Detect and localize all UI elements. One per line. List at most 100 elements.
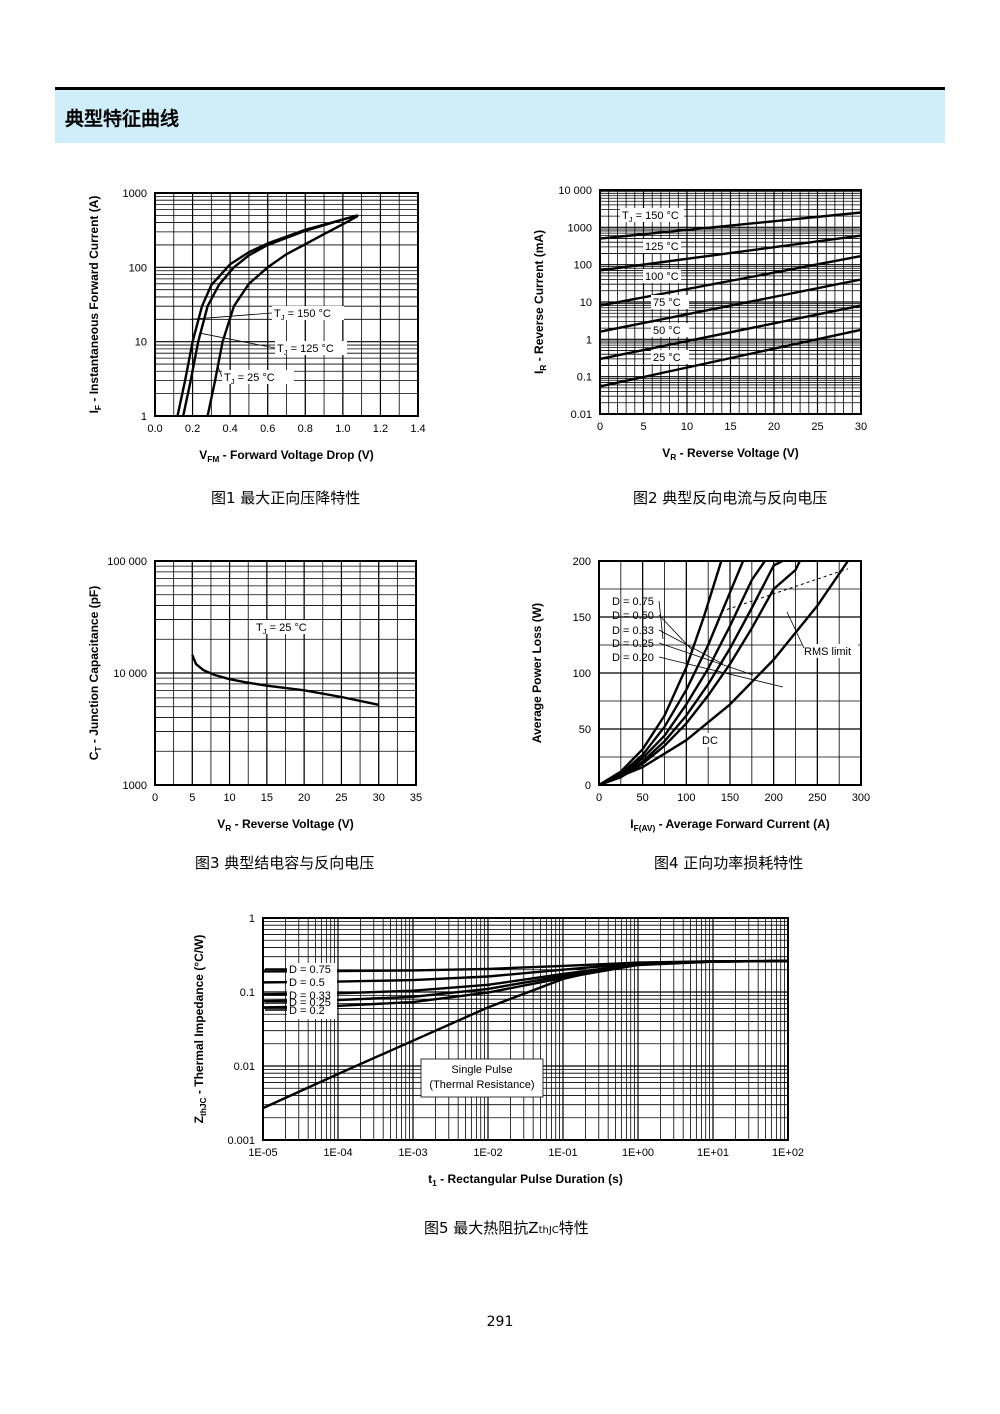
page-number: 291 <box>486 1314 514 1330</box>
series-label: D = 0.2 <box>289 1005 325 1017</box>
x-tick-label: 150 <box>721 792 739 804</box>
x-tick-label: 250 <box>808 792 826 804</box>
x-tick-label: 1E-02 <box>473 1147 502 1159</box>
series-annotation: 100 °C <box>645 271 679 283</box>
plot-frame <box>154 192 419 417</box>
y-tick-label: 1000 <box>123 780 147 792</box>
rms-limit-label: RMS limit <box>804 646 851 658</box>
y-tick-label: 100 <box>574 260 592 272</box>
header-rule <box>55 87 945 90</box>
x-tick-label: 30 <box>373 792 385 804</box>
y-tick-label: 0.1 <box>240 987 255 999</box>
plot-frame <box>262 917 789 1141</box>
y-tick-label: 10 <box>135 337 147 349</box>
series-line-5 <box>598 560 801 787</box>
y-tick-label: 1000 <box>568 222 592 234</box>
series-line-1 <box>598 560 723 787</box>
plot-frame <box>598 560 862 786</box>
annotation-bg <box>643 239 681 253</box>
y-axis-label: IF - Instantaneous Forward Current (A) <box>87 196 103 414</box>
series-label: D = 0.75 <box>289 964 331 976</box>
x-tick-label: 0.8 <box>298 423 313 435</box>
x-tick-label: 1E+02 <box>772 1147 804 1159</box>
x-tick-label: 1E-04 <box>323 1147 352 1159</box>
x-tick-label: 0.0 <box>147 423 162 435</box>
x-tick-label: 0.4 <box>222 423 237 435</box>
y-tick-label: 1 <box>586 334 592 346</box>
series-label: D = 0.33 <box>612 625 654 637</box>
series-annotation: 50 °C <box>653 325 681 337</box>
x-tick-label: 25 <box>811 421 823 433</box>
series-label: D = 0.25 <box>612 638 654 650</box>
x-axis-label: t1 - Rectangular Pulse Duration (s) <box>428 1172 623 1188</box>
series-label: D = 0.33 <box>289 990 331 1002</box>
chart-junction-capacitance: 0 5 10 15 20 25 30 35 1000 10 000 100 000 VR - Reve… <box>87 556 422 833</box>
single-pulse-box <box>420 1058 544 1098</box>
y-tick-label: 200 <box>573 556 591 568</box>
series-label: D = 0.75 <box>612 596 654 608</box>
x-tick-label: 20 <box>298 792 310 804</box>
x-tick-label: 50 <box>637 792 649 804</box>
x-tick-label: 1E-03 <box>398 1147 427 1159</box>
x-tick-label: 1E-01 <box>548 1147 577 1159</box>
x-tick-label: 10 <box>223 792 235 804</box>
leader-line <box>658 656 784 688</box>
y-tick-label: 100 <box>573 668 591 680</box>
y-tick-label: 10 <box>580 297 592 309</box>
x-tick-label: 0 <box>597 421 603 433</box>
y-tick-label: 1000 <box>123 188 147 200</box>
y-tick-label: 0.01 <box>571 409 592 421</box>
annotation-bg <box>701 733 719 747</box>
series-line-2 <box>599 234 862 272</box>
series-line-3 <box>599 254 862 307</box>
x-tick-label: 0.2 <box>185 423 200 435</box>
x-tick-label: 1.4 <box>410 423 425 435</box>
single-pulse-sublabel: (Thermal Resistance) <box>429 1079 534 1091</box>
fig5-caption: 图5 最大热阻抗ZthJC特性 <box>424 1219 589 1237</box>
y-axis-label: IR - Reverse Current (mA) <box>532 230 548 374</box>
fig1-caption: 图1 最大正向压降特性 <box>211 489 361 507</box>
temperature-annotation: TJ = 25 °C <box>256 622 307 636</box>
y-tick-label: 0 <box>585 780 591 792</box>
y-axis-label: CT - Junction Capacitance (pF) <box>87 586 103 760</box>
series-line-2 <box>182 214 359 417</box>
series-label: D = 0.5 <box>289 977 325 989</box>
y-tick-label: 0.1 <box>577 372 592 384</box>
section-header: 典型特征曲线 <box>55 90 945 143</box>
series-line-4 <box>599 278 862 333</box>
y-axis-label: Average Power Loss (W) <box>530 603 544 743</box>
x-tick-label: 1E+00 <box>622 1147 654 1159</box>
series-annotation: TJ = 150 °C <box>274 308 331 322</box>
annotation-bg <box>222 370 294 384</box>
series-line-3 <box>598 560 766 787</box>
y-tick-label: 100 000 <box>107 556 147 568</box>
x-axis-label: VR - Reverse Voltage (V) <box>662 446 799 462</box>
chart-thermal-impedance: 1E-05 1E-04 1E-03 1E-02 1E-01 1E+00 1E+01 1E+02… <box>192 913 804 1188</box>
series-line-1 <box>599 211 862 240</box>
series-line-4 <box>598 559 783 787</box>
series-label: D = 0.20 <box>612 652 654 664</box>
leader-line <box>658 642 754 676</box>
x-tick-label: 25 <box>335 792 347 804</box>
y-tick-label: 10 000 <box>113 668 147 680</box>
dc-label: DC <box>702 735 718 747</box>
annotation-bg <box>620 208 684 222</box>
y-tick-label: 0.01 <box>234 1061 255 1073</box>
leader-line <box>786 611 805 649</box>
x-tick-label: 20 <box>768 421 780 433</box>
x-axis-label: IF(AV) - Average Forward Current (A) <box>630 817 830 833</box>
series-label: D = 0.50 <box>612 610 654 622</box>
x-tick-label: 200 <box>764 792 782 804</box>
x-tick-label: 10 <box>681 421 693 433</box>
fig4-caption: 图4 正向功率损耗特性 <box>654 854 804 872</box>
y-tick-label: 10 000 <box>558 185 592 197</box>
annotation-bg <box>275 341 347 355</box>
chart-forward-voltage: 0.0 0.2 0.4 0.6 0.8 1.0 1.2 1.4 1 10 100 1000 VFM - … <box>87 188 426 464</box>
x-tick-label: 300 <box>852 792 870 804</box>
rms-limit-line <box>721 568 849 612</box>
annotation-bg <box>252 620 316 634</box>
x-tick-label: 100 <box>677 792 695 804</box>
series-line-6 <box>262 959 789 1110</box>
x-axis-label: VFM - Forward Voltage Drop (V) <box>199 448 374 464</box>
x-tick-label: 1.0 <box>335 423 350 435</box>
